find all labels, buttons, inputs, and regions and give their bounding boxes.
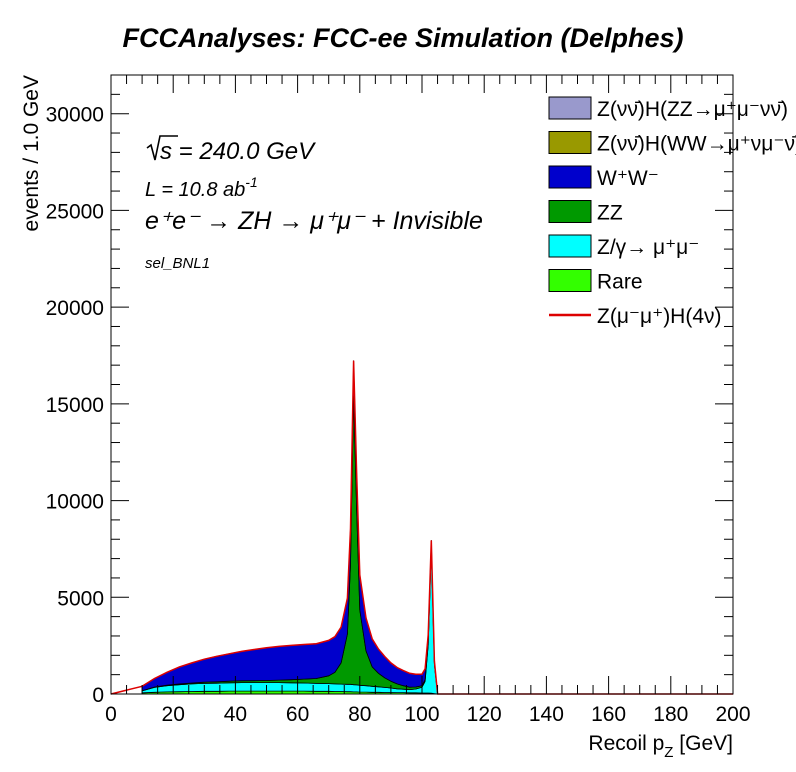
x-tick-label: 140 [529,703,564,726]
y-tick-label: 25000 [46,200,104,223]
legend-item: Z(νν̄)H(WW→μ⁺νμ⁻ν̄) [548,131,796,156]
sqrt-s-annotation: s = 240.0 GeV [146,135,316,165]
y-tick-label: 5000 [57,587,104,610]
legend-label: Z/γ→ μ⁺μ⁻ [597,236,699,259]
x-tick-label: 180 [653,703,688,726]
y-tick-label: 15000 [46,394,104,417]
legend-item: Rare [548,269,643,294]
legend-label: Z(νν̄)H(WW→μ⁺νμ⁻ν̄) [597,133,796,156]
legend-label: Z(νν̄)H(ZZ→μ⁺μ⁻νν̄) [597,98,788,121]
signal-outline [110,360,733,695]
process-annotation: e⁺e⁻ → ZH → μ⁺μ⁻ + Invisible [145,207,483,235]
y-tick-label: 20000 [46,297,104,320]
chart-title: FCCAnalyses: FCC-ee Simulation (Delphes) [122,23,683,53]
legend-label: W⁺W⁻ [597,167,659,190]
legend: Z(νν̄)H(ZZ→μ⁺μ⁻νν̄) Z(νν̄)H(WW→μ⁺νμ⁻ν̄) W⁺… [548,96,796,328]
y-tick-labels: 0 5000 10000 15000 20000 25000 30000 [46,104,104,707]
x-tick-label: 120 [467,703,502,726]
y-tick-label: 0 [92,684,104,707]
lumi-annotation: L = 10.8 ab-1 [145,174,258,201]
svg-text:s = 240.0 GeV: s = 240.0 GeV [160,138,316,165]
legend-item: Z(μ⁻μ⁺)H(4ν) [549,305,722,328]
x-tick-label: 160 [591,703,626,726]
legend-label: Rare [597,271,643,294]
x-tick-labels: 0 20 40 60 80 100 120 140 160 180 200 [105,703,750,726]
legend-label: ZZ [597,202,623,225]
x-tick-label: 40 [224,703,247,726]
legend-item: Z/γ→ μ⁺μ⁻ [548,234,699,259]
x-tick-label: 20 [162,703,185,726]
legend-item: Z(νν̄)H(ZZ→μ⁺μ⁻νν̄) [548,96,788,121]
y-axis-label: events / 1.0 GeV [20,75,43,231]
x-tick-label: 0 [105,703,117,726]
axis-ticks [110,74,734,695]
x-axis-label: Recoil pZ [GeV] [588,732,733,761]
x-tick-label: 100 [404,703,439,726]
y-tick-label: 30000 [46,104,104,127]
x-tick-label: 80 [348,703,371,726]
plot-area [110,74,734,695]
y-tick-label: 10000 [46,491,104,514]
legend-item: W⁺W⁻ [548,165,659,190]
legend-item: ZZ [548,200,623,225]
annotations: s = 240.0 GeV L = 10.8 ab-1 e⁺e⁻ → ZH → … [145,135,483,272]
x-tick-label: 60 [286,703,309,726]
x-tick-label: 200 [715,703,750,726]
plot-frame [110,74,734,695]
selection-annotation: sel_BNL1 [145,255,210,272]
legend-label: Z(μ⁻μ⁺)H(4ν) [597,305,722,328]
